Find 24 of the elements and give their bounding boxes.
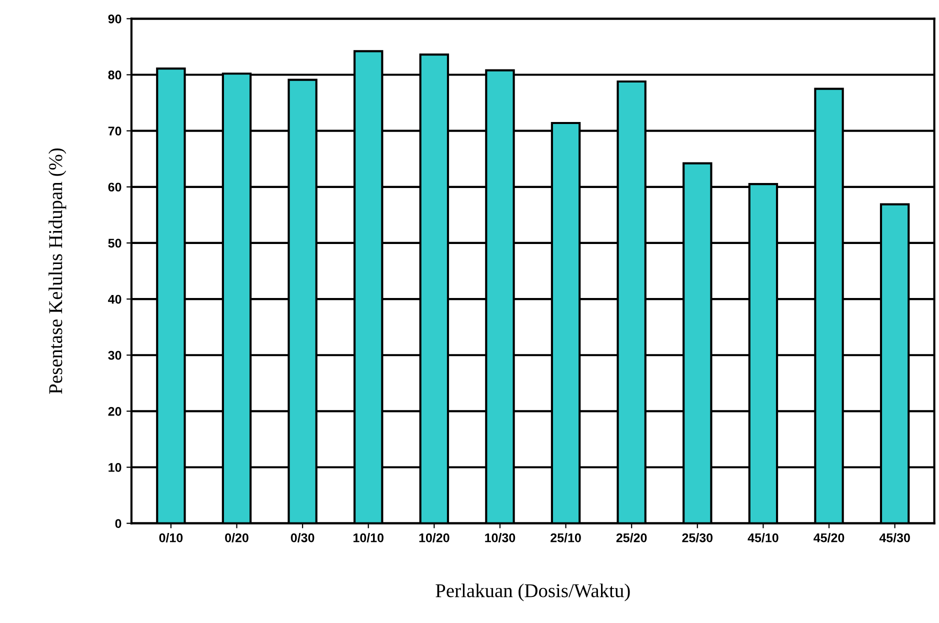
x-tick-label: 0/30 — [290, 533, 314, 542]
x-tick-label: 45/20 — [814, 533, 844, 542]
x-axis-title: Perlakuan (Dosis/Waktu) — [436, 584, 630, 602]
y-tick-label: 10 — [108, 463, 122, 472]
y-tick-label: 50 — [108, 238, 122, 248]
y-tick-label: 40 — [108, 294, 122, 304]
y-tick-label: 20 — [108, 406, 122, 416]
y-tick-label: 70 — [108, 126, 122, 136]
y-axis-title: Pesentase Kelulus Hidupan (%) — [48, 148, 66, 394]
x-tick-label: 25/30 — [682, 533, 713, 542]
x-tick-label: 45/10 — [748, 533, 778, 542]
x-tick-label: 10/10 — [354, 533, 384, 542]
x-tick-label: 25/10 — [550, 533, 581, 542]
x-tick-label: 0/10 — [159, 533, 183, 542]
y-tick-label: 80 — [108, 70, 122, 80]
y-tick-label: 30 — [108, 350, 122, 360]
y-tick-label: 60 — [108, 182, 122, 192]
y-tick-label: 90 — [108, 14, 122, 24]
x-tick-label: 45/30 — [879, 533, 910, 542]
x-tick-label: 10/30 — [485, 533, 516, 542]
x-tick-label: 0/20 — [225, 533, 248, 542]
y-tick-label: 0 — [115, 519, 122, 528]
x-tick-label: 25/20 — [616, 533, 647, 542]
x-tick-label: 10/20 — [419, 533, 450, 542]
